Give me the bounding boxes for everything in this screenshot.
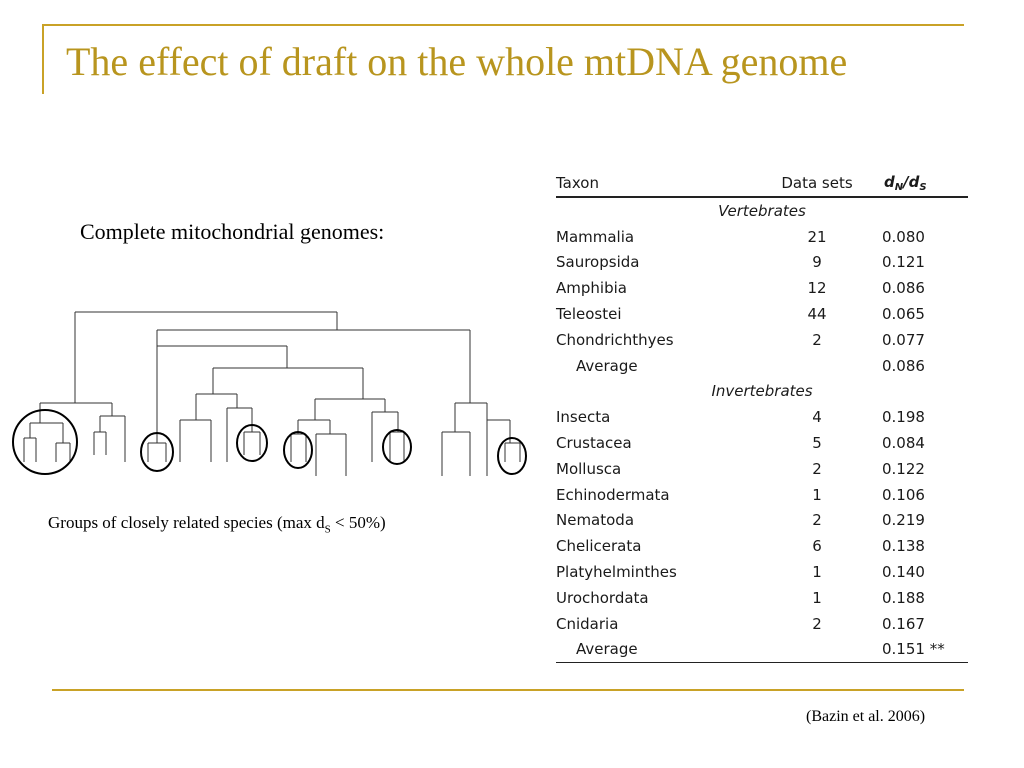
table-cell: 0.167 <box>882 614 925 633</box>
table-cell: 1 <box>812 563 822 582</box>
table-header-row: Taxon Data sets dN/dS <box>556 170 968 197</box>
table-cell: Teleostei <box>556 305 622 324</box>
table-row: Sauropsida 9 0.121 <box>556 250 968 276</box>
table-cell: Amphibia <box>556 279 627 298</box>
header-taxon: Taxon <box>556 174 599 192</box>
table-row: Mammalia 21 0.080 <box>556 224 968 250</box>
table-cell: 9 <box>812 253 822 272</box>
table-cell: 0.077 <box>882 330 925 349</box>
table-cell: Crustacea <box>556 434 632 453</box>
table-cell: 1 <box>812 588 822 607</box>
group-row: Vertebrates <box>556 197 968 224</box>
table-cell: Echinodermata <box>556 485 670 504</box>
table-cell: Nematoda <box>556 511 635 530</box>
table-cell: 2 <box>812 330 822 349</box>
table-cell: 0.106 <box>882 485 925 504</box>
table-cell: 4 <box>812 408 822 427</box>
header-dn-ds: dN/dS <box>884 173 927 193</box>
bottom-rule <box>52 689 964 691</box>
table-cell: 0.151 ** <box>882 640 945 659</box>
citation: (Bazin et al. 2006) <box>806 708 926 725</box>
table-cell: Invertebrates <box>711 382 813 401</box>
header-data-sets: Data sets <box>781 174 853 192</box>
table-row: Chondrichthyes 2 0.077 <box>556 327 968 353</box>
group-circle <box>283 431 313 469</box>
table-cell: Mollusca <box>556 459 622 478</box>
group-circle <box>140 432 174 472</box>
table-cell: Urochordata <box>556 588 649 607</box>
table-cell: Mammalia <box>556 227 635 246</box>
tree-caption: Groups of closely related species (max d… <box>48 513 386 535</box>
group-circle <box>236 424 268 462</box>
table-cell: Cnidaria <box>556 614 619 633</box>
table-row: Mollusca 2 0.122 <box>556 456 968 482</box>
table-cell <box>752 353 882 379</box>
table-row: Echinodermata 1 0.106 <box>556 482 968 508</box>
table-cell: 5 <box>812 434 822 453</box>
group-row: Invertebrates <box>556 379 968 405</box>
table-cell: Chondrichthyes <box>556 330 674 349</box>
group-circle <box>12 409 78 475</box>
table-cell: 0.219 <box>882 511 925 530</box>
table-cell: 0.121 <box>882 253 925 272</box>
left-rule <box>42 24 44 94</box>
table-cell: 2 <box>812 614 822 633</box>
table-cell: Chelicerata <box>556 537 642 556</box>
table-cell: 0.140 <box>882 563 925 582</box>
table-row: Platyhelminthes 1 0.140 <box>556 559 968 585</box>
table-cell: 2 <box>812 511 822 530</box>
phylogenetic-tree-diagram <box>12 311 527 476</box>
table-row: Insecta 4 0.198 <box>556 404 968 430</box>
table-row: Urochordata 1 0.188 <box>556 585 968 611</box>
group-circle <box>497 437 527 475</box>
table-cell: 0.065 <box>882 305 925 324</box>
average-row: Average 0.086 <box>556 353 968 379</box>
dn-ds-table: Taxon Data sets dN/dS Vertebrates Mammal… <box>556 170 968 663</box>
table-cell: 12 <box>807 279 827 298</box>
table-row: Amphibia 12 0.086 <box>556 275 968 301</box>
table-cell: Vertebrates <box>718 201 806 220</box>
table-cell: 0.138 <box>882 537 925 556</box>
table-cell: 0.188 <box>882 588 925 607</box>
table-cell: 6 <box>812 537 822 556</box>
table-cell: 0.084 <box>882 434 925 453</box>
average-row: Average 0.151 ** <box>556 637 968 663</box>
table-cell: 0.122 <box>882 459 925 478</box>
table-cell: 2 <box>812 459 822 478</box>
table-cell: Average <box>576 356 638 375</box>
subtitle: Complete mitochondrial genomes: <box>80 219 385 244</box>
caption-subscript: S <box>324 523 331 536</box>
table-cell: 0.086 <box>882 279 925 298</box>
top-rule <box>42 24 964 26</box>
table-row: Crustacea 5 0.084 <box>556 430 968 456</box>
table-row: Chelicerata 6 0.138 <box>556 533 968 559</box>
group-circle <box>382 429 412 465</box>
table-cell: 0.086 <box>882 356 925 375</box>
table-cell: 0.198 <box>882 408 925 427</box>
table-cell: Platyhelminthes <box>556 563 677 582</box>
table-row: Cnidaria 2 0.167 <box>556 611 968 637</box>
table-row: Nematoda 2 0.219 <box>556 508 968 534</box>
table-cell: 0.080 <box>882 227 925 246</box>
table-row: Teleostei 44 0.065 <box>556 301 968 327</box>
table-cell: Insecta <box>556 408 611 427</box>
caption-suffix: < 50%) <box>330 513 386 532</box>
table-cell: 44 <box>807 305 827 324</box>
table-cell: Sauropsida <box>556 253 640 272</box>
table-cell: 1 <box>812 485 822 504</box>
table-cell <box>752 637 882 663</box>
caption-prefix: Groups of closely related species (max d <box>48 513 325 532</box>
table-cell: 21 <box>807 227 827 246</box>
table-cell: Average <box>576 640 638 659</box>
slide-title: The effect of draft on the whole mtDNA g… <box>66 39 848 84</box>
